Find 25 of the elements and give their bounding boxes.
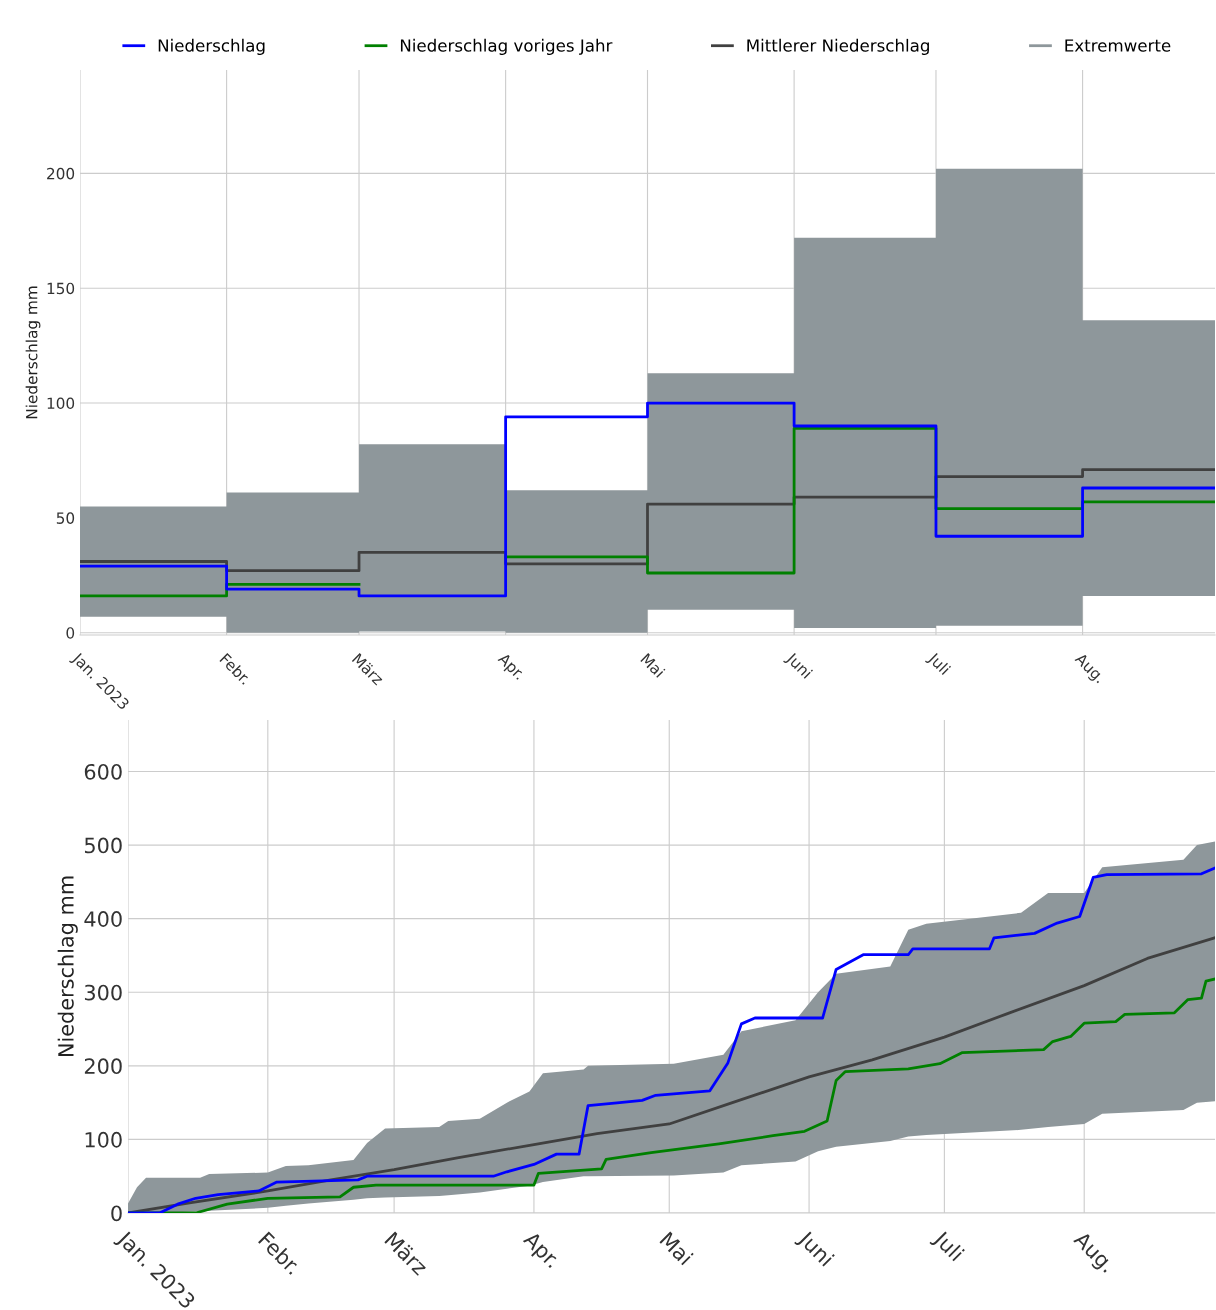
- y-tick-label: 150: [47, 282, 75, 295]
- y-axis-title: Niederschlag mm: [25, 286, 41, 419]
- y-tick-label: 500: [84, 837, 122, 854]
- x-tick-label: Apr.: [519, 1230, 561, 1272]
- x-tick-label: Juli: [925, 651, 951, 678]
- y-axis-title: Niederschlag mm: [57, 876, 78, 1057]
- y-tick-label: 100: [85, 1131, 122, 1148]
- legend-label: Niederschlag voriges Jahr: [400, 38, 613, 55]
- y-tick-label: 200: [84, 1058, 122, 1075]
- x-tick-label: Mai: [659, 1231, 694, 1266]
- y-tick-label: 600: [84, 763, 122, 780]
- legend-label: Extremwerte: [1065, 39, 1171, 52]
- y-tick-label: 100: [47, 397, 75, 410]
- legend-label: Niederschlag: [158, 38, 265, 55]
- y-tick-label: 0: [111, 1205, 122, 1222]
- x-tick-label: Mai: [640, 652, 666, 678]
- x-tick-label: Juli: [929, 1228, 965, 1265]
- y-tick-label: 300: [84, 984, 122, 1001]
- y-tick-label: 200: [47, 167, 75, 180]
- y-tick-label: 0: [66, 627, 75, 639]
- y-tick-label: 50: [56, 512, 75, 524]
- x-tick-label: Juni: [794, 1228, 835, 1270]
- x-tick-label: Apr.: [495, 652, 526, 683]
- legend-label: Mittlerer Niederschlag: [747, 38, 929, 55]
- y-tick-label: 400: [84, 911, 122, 927]
